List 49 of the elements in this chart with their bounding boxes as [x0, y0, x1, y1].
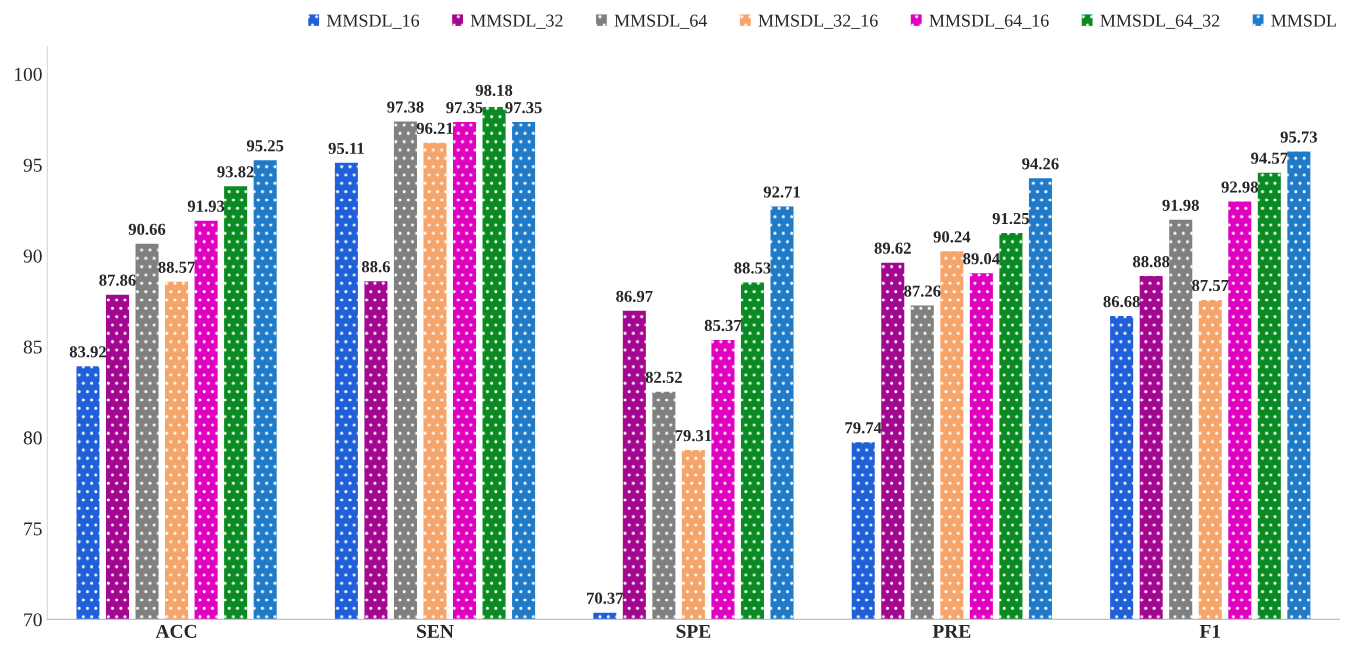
data-label: 79.31 [675, 430, 712, 442]
x-tick-label: F1 [1199, 624, 1221, 638]
data-label: 88.53 [734, 262, 771, 274]
data-label: 94.57 [1251, 152, 1288, 164]
data-label: 94.26 [1022, 158, 1059, 170]
legend-label: MMSDL_16 [326, 14, 420, 29]
data-label: 87.26 [904, 285, 941, 297]
data-label: 93.82 [217, 166, 254, 178]
data-label: 92.71 [763, 186, 800, 198]
data-label: 98.18 [475, 84, 513, 97]
y-tick-label: 90 [23, 249, 42, 263]
data-label: 97.38 [387, 101, 424, 113]
y-tick-label: 75 [24, 522, 42, 536]
x-tick-label: SEN [417, 624, 454, 638]
x-tick-label: ACC [155, 624, 197, 638]
data-label: 88.57 [158, 261, 195, 273]
data-label: 92.98 [1221, 181, 1258, 193]
data-label: 95.11 [328, 142, 364, 155]
legend-label: MMSDL_64 [614, 14, 708, 29]
data-label: 90.66 [128, 223, 166, 235]
data-label: 97.35 [446, 102, 483, 114]
data-label: 82.52 [645, 371, 682, 383]
data-label: 96.21 [416, 122, 453, 135]
data-label: 95.25 [246, 140, 284, 152]
data-label: 91.98 [1162, 199, 1199, 211]
data-label: 87.86 [99, 274, 136, 286]
data-label: 83.92 [69, 346, 106, 358]
legend-label: MMSDL_64_32 [1100, 14, 1220, 29]
data-label: 86.68 [1103, 296, 1140, 308]
data-label: 91.25 [992, 212, 1030, 225]
y-tick-label: 100 [15, 67, 42, 81]
data-label: 95.73 [1280, 131, 1318, 143]
y-tick-label: 85 [23, 340, 42, 354]
data-label: 88.6 [361, 261, 391, 273]
legend-label: MMSDL_32 [470, 14, 563, 29]
data-label: 89.62 [874, 242, 911, 254]
legend-label: MMSDL [1271, 14, 1336, 27]
y-tick-label: 70 [24, 613, 42, 627]
legend-label: MMSDL_64_16 [929, 14, 1049, 29]
data-label: 97.35 [505, 102, 542, 114]
y-tick-label: 80 [23, 431, 42, 445]
x-tick-label: SPE [676, 624, 711, 638]
legend-label: MMSDL_32_16 [758, 14, 878, 29]
data-label: 90.24 [933, 231, 971, 243]
data-label: 86.97 [616, 290, 653, 303]
data-label: 70.37 [587, 592, 624, 604]
x-tick-label: PRE [932, 625, 971, 638]
y-tick-label: 95 [23, 158, 42, 172]
data-label: 88.88 [1132, 256, 1170, 268]
